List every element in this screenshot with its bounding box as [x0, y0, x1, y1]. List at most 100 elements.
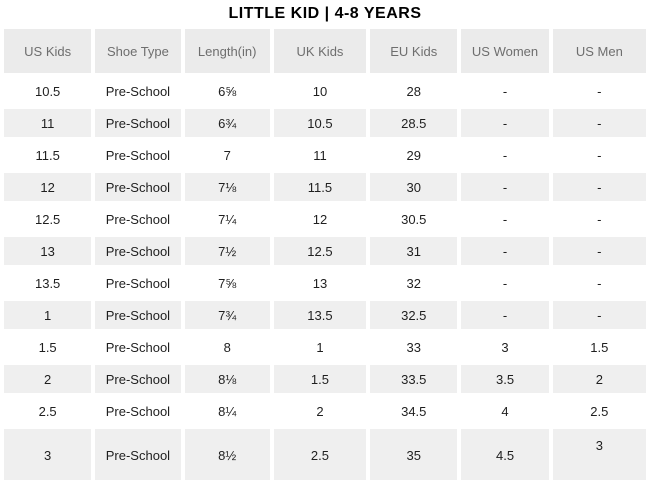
cell-length-in-: 7¾: [184, 301, 270, 329]
table-row: 2 Pre-School 8⅛ 1.5 33.5 3.5 2: [4, 365, 646, 393]
table-header-row: US Kids Shoe Type Length(in) UK Kids EU Kids…: [4, 29, 646, 73]
cell-us-kids: 11.5: [4, 141, 92, 169]
cell-uk-kids: 12.5: [273, 237, 367, 265]
cell-uk-kids: 1.5: [273, 365, 367, 393]
cell-shoe-type: Pre-School: [95, 205, 181, 233]
cell-us-men: -: [552, 77, 646, 105]
cell-shoe-type: Pre-School: [95, 333, 181, 361]
cell-us-kids: 1: [4, 301, 92, 329]
cell-eu-kids: 30: [370, 173, 458, 201]
cell-us-men: -: [552, 205, 646, 233]
cell-us-kids: 11: [4, 109, 92, 137]
column-header-uk-kids: UK Kids: [273, 29, 367, 73]
column-header-shoe-type: Shoe Type: [95, 29, 181, 73]
cell-us-men: -: [552, 237, 646, 265]
column-header-us-kids: US Kids: [4, 29, 92, 73]
cell-us-women: 4: [461, 397, 549, 425]
cell-us-kids: 12: [4, 173, 92, 201]
cell-us-women: -: [461, 205, 549, 233]
cell-us-kids: 12.5: [4, 205, 92, 233]
cell-us-women: -: [461, 141, 549, 169]
table-row: 13.5 Pre-School 7⅝ 13 32- -: [4, 269, 646, 297]
cell-eu-kids: 31: [370, 237, 458, 265]
table-row: 1 Pre-School 7¾ 13.5 32.5- -: [4, 301, 646, 329]
cell-eu-kids: 33: [370, 333, 458, 361]
cell-length-in-: 7: [184, 141, 270, 169]
cell-us-kids: 13.5: [4, 269, 92, 297]
cell-us-men: 1.5: [552, 333, 646, 361]
cell-length-in-: 7¼: [184, 205, 270, 233]
table-row: 13 Pre-School 7½ 12.5 31- -: [4, 237, 646, 265]
cell-us-women: 3.5: [461, 365, 549, 393]
cell-eu-kids: 32.5: [370, 301, 458, 329]
cell-length-in-: 6⅝: [184, 77, 270, 105]
cell-us-kids: 2: [4, 365, 92, 393]
cell-us-women: 3: [461, 333, 549, 361]
cell-us-women: -: [461, 237, 549, 265]
cell-length-in-: 8⅛: [184, 365, 270, 393]
cell-us-women: -: [461, 173, 549, 201]
cell-length-in-: 6¾: [184, 109, 270, 137]
cell-uk-kids: 13: [273, 269, 367, 297]
cell-uk-kids: 2.5: [273, 429, 367, 480]
cell-length-in-: 8: [184, 333, 270, 361]
cell-uk-kids: 10: [273, 77, 367, 105]
column-header-us-women: US Women: [461, 29, 549, 73]
cell-shoe-type: Pre-School: [95, 77, 181, 105]
cell-length-in-: 7½: [184, 237, 270, 265]
cell-uk-kids: 11: [273, 141, 367, 169]
cell-us-kids: 2.5: [4, 397, 92, 425]
cell-eu-kids: 35: [370, 429, 458, 480]
cell-eu-kids: 28.5: [370, 109, 458, 137]
table-row: 1.5 Pre-School 8 1 33 3 1.5: [4, 333, 646, 361]
cell-eu-kids: 32: [370, 269, 458, 297]
cell-us-women: -: [461, 301, 549, 329]
table-row: 11.5 Pre-School 7 11 29- -: [4, 141, 646, 169]
cell-length-in-: 8¼: [184, 397, 270, 425]
cell-us-men: -: [552, 109, 646, 137]
size-chart-table: US Kids Shoe Type Length(in) UK Kids EU Kids…: [0, 25, 650, 480]
cell-us-men: -: [552, 173, 646, 201]
cell-shoe-type: Pre-School: [95, 173, 181, 201]
cell-uk-kids: 1: [273, 333, 367, 361]
cell-us-kids: 3: [4, 429, 92, 480]
cell-shoe-type: Pre-School: [95, 429, 181, 480]
cell-uk-kids: 11.5: [273, 173, 367, 201]
cell-uk-kids: 13.5: [273, 301, 367, 329]
cell-us-men: -: [552, 269, 646, 297]
cell-us-kids: 10.5: [4, 77, 92, 105]
cell-eu-kids: 28: [370, 77, 458, 105]
cell-us-women: -: [461, 269, 549, 297]
cell-shoe-type: Pre-School: [95, 109, 181, 137]
table-row: 12.5 Pre-School 7¼ 12 30.5- -: [4, 205, 646, 233]
cell-us-women: -: [461, 77, 549, 105]
cell-eu-kids: 33.5: [370, 365, 458, 393]
cell-length-in-: 7⅝: [184, 269, 270, 297]
cell-us-kids: 13: [4, 237, 92, 265]
column-header-length-in-: Length(in): [184, 29, 270, 73]
cell-us-kids: 1.5: [4, 333, 92, 361]
cell-uk-kids: 12: [273, 205, 367, 233]
cell-eu-kids: 29: [370, 141, 458, 169]
cell-length-in-: 7⅛: [184, 173, 270, 201]
cell-us-men: 2.5: [552, 397, 646, 425]
cell-shoe-type: Pre-School: [95, 301, 181, 329]
table-row: 2.5 Pre-School 8¼ 2 34.5 4 2.5: [4, 397, 646, 425]
cell-eu-kids: 34.5: [370, 397, 458, 425]
table-row: 12 Pre-School 7⅛ 11.5 30- -: [4, 173, 646, 201]
table-row: 11 Pre-School 6¾ 10.5 28.5- -: [4, 109, 646, 137]
cell-shoe-type: Pre-School: [95, 141, 181, 169]
cell-uk-kids: 2: [273, 397, 367, 425]
column-header-us-men: US Men: [552, 29, 646, 73]
cell-us-men: 3: [552, 429, 646, 480]
cell-uk-kids: 10.5: [273, 109, 367, 137]
page-title: LITTLE KID | 4-8 YEARS: [228, 5, 422, 22]
table-row: 3 Pre-School 8½ 2.5 35 4.5 3: [4, 429, 646, 480]
column-header-eu-kids: EU Kids: [370, 29, 458, 73]
cell-us-men: 2: [552, 365, 646, 393]
cell-shoe-type: Pre-School: [95, 269, 181, 297]
cell-us-men: -: [552, 141, 646, 169]
cell-length-in-: 8½: [184, 429, 270, 480]
cell-us-women: 4.5: [461, 429, 549, 480]
cell-shoe-type: Pre-School: [95, 397, 181, 425]
